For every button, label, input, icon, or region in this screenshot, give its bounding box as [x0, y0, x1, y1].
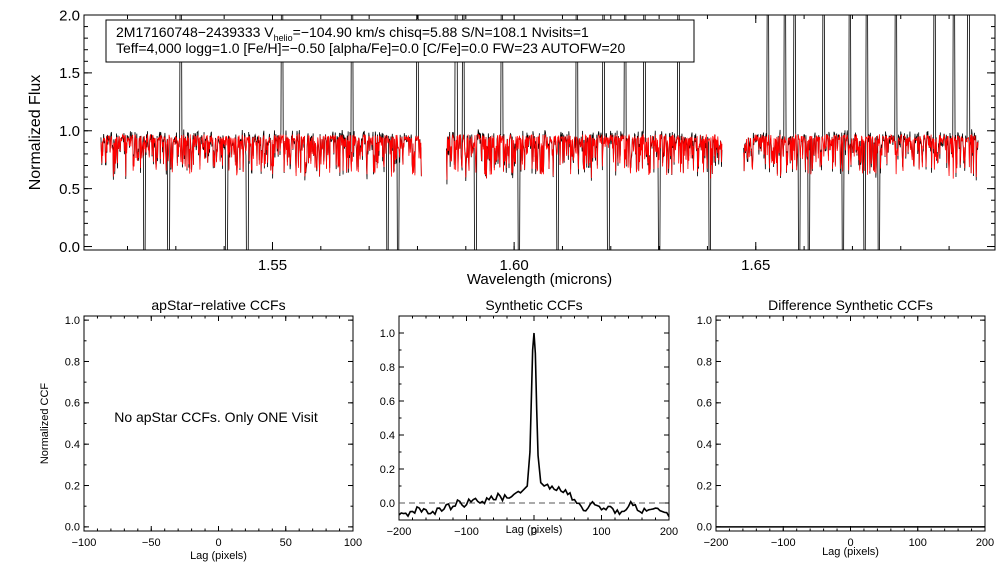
x-tick-label: −100 — [771, 537, 796, 549]
y-tick-label: 1.5 — [59, 65, 80, 82]
annotation-stats: =−104.90 km/s chisq=5.88 S/N=108.1 Nvisi… — [293, 24, 589, 40]
x-tick-label: −100 — [72, 537, 97, 549]
x-tick-label: 1.65 — [741, 257, 770, 274]
y-tick-label: 0.5 — [59, 181, 80, 198]
axes-synthetic_ccf: −200 −100 0 100 200 0.0 0.2 0.4 0.6 0.8 1.0 Synthet… — [380, 297, 678, 538]
y-tick-label: 0.0 — [59, 239, 80, 256]
x-tick-label: −100 — [454, 526, 479, 538]
y-tick-label: 0.6 — [65, 398, 80, 410]
plot-frame — [83, 14, 996, 251]
x-tick-label: 200 — [660, 526, 678, 538]
y-tick-label: 0.4 — [380, 430, 395, 442]
y-tick-label: 0.8 — [380, 362, 395, 374]
chart-title: Synthetic CCFs — [485, 297, 582, 313]
x-tick-label: 100 — [909, 537, 927, 549]
x-tick-label: 1.55 — [258, 257, 287, 274]
annotation-line-1: 2M17160748−2439333 Vhelio=−104.90 km/s c… — [116, 24, 589, 43]
spectrum-observed-chip-1 — [100, 15, 422, 250]
x-tick-label: 50 — [280, 537, 292, 549]
plot-frame — [715, 315, 986, 532]
synthetic-ccf-line — [398, 332, 670, 518]
x-tick-label: −50 — [142, 537, 161, 549]
spectrum-model-chip-3 — [743, 133, 979, 179]
x-tick-label: −200 — [387, 526, 412, 538]
plot-frame — [398, 315, 670, 521]
x-axis-label: Lag (pixels) — [190, 550, 247, 562]
y-tick-label: 0.0 — [65, 522, 80, 534]
annotation-subscript: helio — [274, 33, 293, 43]
y-tick-label: 0.8 — [65, 356, 80, 368]
spectrum-model-chip-2 — [446, 133, 723, 180]
y-tick-label: 0.6 — [697, 398, 712, 410]
axes-difference_ccf: −200 −100 0 100 200 0.0 0.2 0.4 0.6 0.8 1.0 Differe… — [697, 297, 994, 558]
axes-apstar_ccf: −100 −50 0 50 100 0.0 0.2 0.4 0.6 0.8 1.0 apStar−re… — [39, 297, 362, 562]
y-tick-label: 1.0 — [65, 315, 80, 327]
y-tick-label: 0.2 — [65, 480, 80, 492]
chart-title: apStar−relative CCFs — [151, 297, 285, 313]
y-tick-label: 0.2 — [697, 480, 712, 492]
spectrum-observed-chip-3 — [743, 15, 979, 250]
x-axis-label: Wavelength (microns) — [467, 271, 612, 288]
chart-title: Difference Synthetic CCFs — [768, 297, 933, 313]
x-tick-label: 0 — [847, 537, 853, 549]
spectrum-lines — [100, 15, 979, 250]
annotation-frame — [105, 19, 695, 63]
y-axis-label: Normalized CCF — [39, 383, 51, 465]
y-tick-label: 0.0 — [697, 522, 712, 534]
x-tick-label: 0 — [215, 537, 221, 549]
annotation-line-2: Teff=4,000 logg=1.0 [Fe/H]=−0.50 [alpha/… — [116, 40, 625, 56]
y-tick-label: 1.0 — [697, 315, 712, 327]
y-tick-label: 1.0 — [59, 123, 80, 140]
x-axis-label: Lag (pixels) — [506, 524, 563, 536]
x-tick-label: 200 — [976, 537, 994, 549]
y-tick-label: 0.4 — [697, 439, 712, 451]
y-tick-label: 2.0 — [59, 7, 80, 24]
y-axis-label: Normalized Flux — [27, 75, 44, 191]
y-tick-label: 0.0 — [380, 498, 395, 510]
y-tick-label: 1.0 — [380, 328, 395, 340]
x-tick-label: 100 — [592, 526, 610, 538]
annotation-star-id: 2M17160748−2439333 V — [116, 24, 274, 40]
axes-spectrum: 1.55 1.60 1.65 0.0 0.5 1.0 1.5 2.0 Wavelength (m… — [27, 7, 996, 288]
y-tick-label: 0.6 — [380, 396, 395, 408]
x-tick-label: −200 — [704, 537, 729, 549]
x-tick-label: 100 — [344, 537, 362, 549]
x-axis-label: Lag (pixels) — [822, 546, 879, 558]
y-tick-label: 0.2 — [380, 464, 395, 476]
x-tick-label: 0 — [531, 526, 537, 538]
x-tick-label: 1.60 — [500, 257, 529, 274]
no-ccf-message: No apStar CCFs. Only ONE Visit — [114, 409, 318, 425]
annotation-box: 2M17160748−2439333 Vhelio=−104.90 km/s c… — [105, 19, 695, 63]
y-tick-label: 0.8 — [697, 356, 712, 368]
y-tick-label: 0.4 — [65, 439, 80, 451]
spectrum-model-chip-1 — [100, 132, 422, 177]
